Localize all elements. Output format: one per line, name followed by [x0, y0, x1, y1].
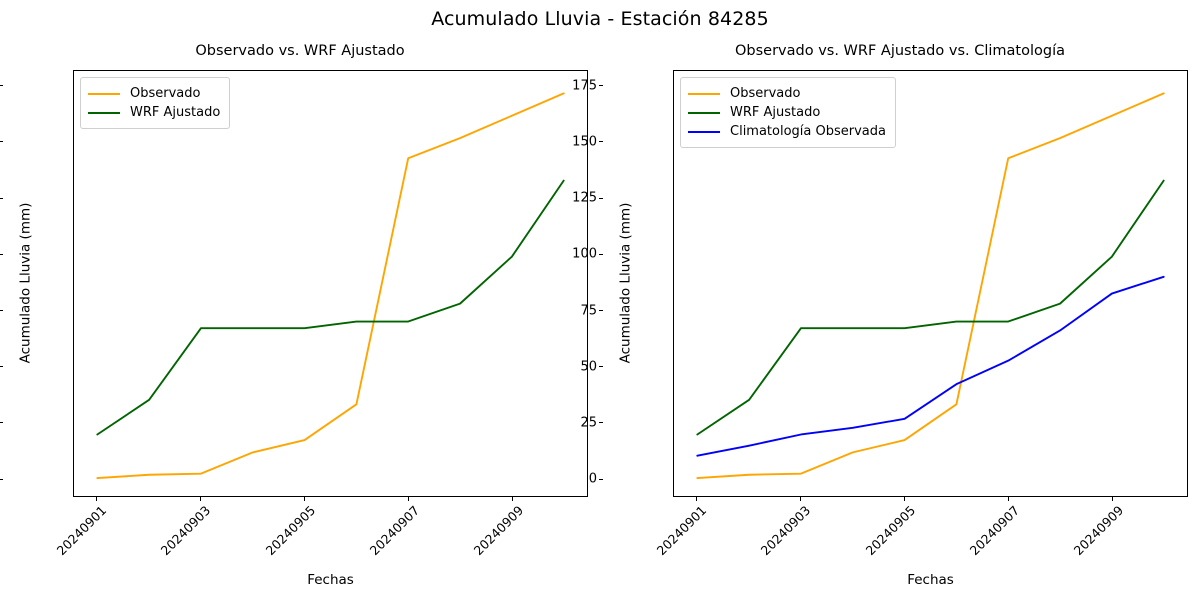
- subplot-right-xlabel: Fechas: [907, 572, 954, 588]
- y-tick-label: 50: [580, 359, 597, 375]
- y-tick-mark: [0, 310, 3, 312]
- y-tick-mark: [599, 422, 603, 424]
- y-tick-mark: [0, 478, 3, 480]
- legend-label: Observado: [730, 86, 801, 101]
- legend-label: Climatología Observada: [730, 124, 886, 139]
- y-tick-mark: [599, 197, 603, 199]
- y-tick-mark: [599, 253, 603, 255]
- y-tick-label: 175: [572, 78, 597, 94]
- legend-label: WRF Ajustado: [130, 105, 221, 120]
- legend-label: Observado: [130, 86, 201, 101]
- y-tick-mark: [599, 85, 603, 87]
- subplot-left-title: Observado vs. WRF Ajustado: [195, 43, 405, 59]
- y-tick-mark: [599, 141, 603, 143]
- x-tick-mark: [512, 497, 514, 501]
- subplot-right-lines: [696, 92, 1165, 480]
- subplot-right: Observado vs. WRF Ajustado vs. Climatolo…: [572, 0, 1200, 600]
- x-tick-mark: [904, 497, 906, 501]
- legend-row[interactable]: WRF Ajustado: [688, 103, 886, 122]
- series-line-wrf-ajustado: [696, 179, 1165, 436]
- y-tick-mark: [0, 141, 3, 143]
- subplot-right-title: Observado vs. WRF Ajustado vs. Climatolo…: [735, 43, 1065, 59]
- y-tick-label: 0: [588, 471, 597, 487]
- y-tick-mark: [0, 85, 3, 87]
- series-line-wrf-ajustado: [96, 179, 565, 436]
- subplot-left-ylabel: Acumulado Lluvia (mm): [17, 202, 33, 363]
- series-line-observado: [696, 92, 1165, 480]
- y-tick-mark: [0, 422, 3, 424]
- legend-row[interactable]: Climatología Observada: [688, 122, 886, 141]
- x-tick-mark: [408, 497, 410, 501]
- legend-swatch-wrf-ajustado: [688, 111, 720, 114]
- x-tick-mark: [799, 497, 801, 501]
- legend-row[interactable]: Observado: [688, 84, 886, 103]
- figure-suptitle: Acumulado Lluvia - Estación 84285: [431, 8, 769, 30]
- legend-row[interactable]: WRF Ajustado: [88, 103, 220, 122]
- y-tick-label: 75: [580, 303, 597, 318]
- x-tick-mark: [695, 497, 697, 501]
- y-tick-mark: [0, 366, 3, 368]
- y-tick-label: 25: [580, 415, 597, 431]
- legend-label: WRF Ajustado: [730, 105, 821, 120]
- legend-swatch-climatolog-a-observada: [688, 130, 720, 133]
- y-tick-mark: [599, 310, 603, 312]
- subplot-left: Observado vs. WRF Ajustado 0255075100125…: [0, 43, 588, 588]
- y-tick-mark: [599, 366, 603, 368]
- legend-row[interactable]: Observado: [88, 84, 220, 103]
- y-tick-label: 150: [572, 134, 597, 150]
- x-tick-mark: [95, 497, 97, 501]
- subplot-left-legend[interactable]: Observado WRF Ajustado: [80, 77, 231, 129]
- series-line-observado: [96, 92, 565, 480]
- subplot-right-legend[interactable]: Observado WRF Ajustado Climatología Observ…: [680, 77, 896, 148]
- y-tick-mark: [599, 478, 603, 480]
- legend-swatch-observado: [688, 92, 720, 95]
- x-tick-mark: [1008, 497, 1010, 501]
- x-tick-mark: [304, 497, 306, 501]
- x-tick-mark: [1112, 497, 1114, 501]
- y-tick-mark: [0, 253, 3, 255]
- legend-swatch-wrf-ajustado: [88, 111, 120, 114]
- subplot-left-lines: [96, 92, 565, 480]
- y-tick-mark: [0, 197, 3, 199]
- x-tick-mark: [199, 497, 201, 501]
- subplot-right-ylabel: Acumulado Lluvia (mm): [617, 202, 633, 363]
- subplot-left-xlabel: Fechas: [307, 572, 354, 588]
- y-tick-label: 100: [572, 246, 597, 262]
- subplot-left-plot-area: [73, 70, 588, 497]
- series-line-climatolog-a-observada: [696, 275, 1165, 457]
- legend-swatch-observado: [88, 92, 120, 95]
- y-tick-label: 125: [572, 190, 597, 206]
